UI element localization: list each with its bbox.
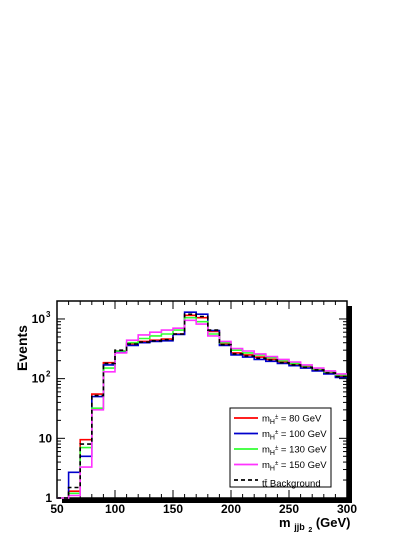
series-layer bbox=[57, 311, 347, 499]
legend-label-part: ± bbox=[275, 430, 279, 436]
legend-label-part: m bbox=[262, 429, 270, 440]
x-tick-label: 200 bbox=[221, 502, 241, 516]
legend-label-0: mH± = 80 GeV bbox=[262, 414, 322, 427]
x-axis-title-subsub: 2 bbox=[308, 527, 312, 534]
y-tick-label: 1 bbox=[45, 491, 52, 505]
legend-label-part: = 130 GeV bbox=[278, 445, 327, 456]
legend-label-3: mH± = 150 GeV bbox=[262, 460, 327, 473]
legend-label-part: tt̄ Background bbox=[262, 479, 321, 490]
legend-label-part: = 150 GeV bbox=[278, 460, 327, 471]
y-tick-label-base: 10 bbox=[39, 431, 53, 445]
series-line-4 bbox=[57, 313, 347, 499]
y-tick-label-base: 10 bbox=[32, 372, 46, 386]
legend-label-part: ± bbox=[275, 446, 279, 452]
legend-label-part: H bbox=[270, 466, 275, 473]
legend-label-1: mH± = 100 GeV bbox=[262, 429, 327, 442]
y-tick-label: 10 bbox=[32, 312, 46, 326]
y-tick-label-exp: 3 bbox=[46, 310, 51, 319]
legend-label-part: m bbox=[262, 414, 270, 425]
legend-label-part: = 80 GeV bbox=[278, 414, 322, 425]
x-tick-label: 50 bbox=[50, 502, 64, 516]
legend-box bbox=[229, 407, 332, 488]
y-tick-label-base: 1 bbox=[45, 491, 52, 505]
legend-label-part: = 100 GeV bbox=[278, 429, 327, 440]
legend-label-2: mH± = 130 GeV bbox=[262, 445, 327, 458]
legend-label-part: H bbox=[270, 419, 275, 426]
series-line-1 bbox=[57, 311, 347, 499]
x-axis-title: m jjb 2 (GeV) bbox=[279, 515, 351, 535]
x-tick-label: 250 bbox=[279, 502, 299, 516]
legend-label-part: ± bbox=[275, 415, 279, 421]
x-tick-label: 150 bbox=[163, 502, 183, 516]
y-tick-label-base: 10 bbox=[32, 312, 46, 326]
legend-label-4: tt̄ Background bbox=[262, 479, 321, 490]
x-axis-title-main: m bbox=[279, 515, 291, 530]
x-tick-label: 100 bbox=[105, 502, 125, 516]
x-axis-title-unit: (GeV) bbox=[316, 515, 351, 530]
legend-label-part: H bbox=[270, 435, 275, 442]
y-tick-label-exp: 2 bbox=[46, 370, 51, 379]
y-axis-title: Events bbox=[14, 325, 30, 371]
x-axis-title-sub: jjb bbox=[293, 522, 305, 532]
legend-label-part: ± bbox=[275, 461, 279, 467]
legend-label-part: m bbox=[262, 445, 270, 456]
series-line-2 bbox=[57, 316, 347, 499]
legend-label-part: m bbox=[262, 460, 270, 471]
y-tick-label: 10 bbox=[32, 372, 46, 386]
series-line-3 bbox=[57, 319, 347, 499]
x-tick-label: 300 bbox=[337, 502, 357, 516]
y-tick-label: 10 bbox=[39, 431, 53, 445]
legend-label-part: H bbox=[270, 450, 275, 457]
